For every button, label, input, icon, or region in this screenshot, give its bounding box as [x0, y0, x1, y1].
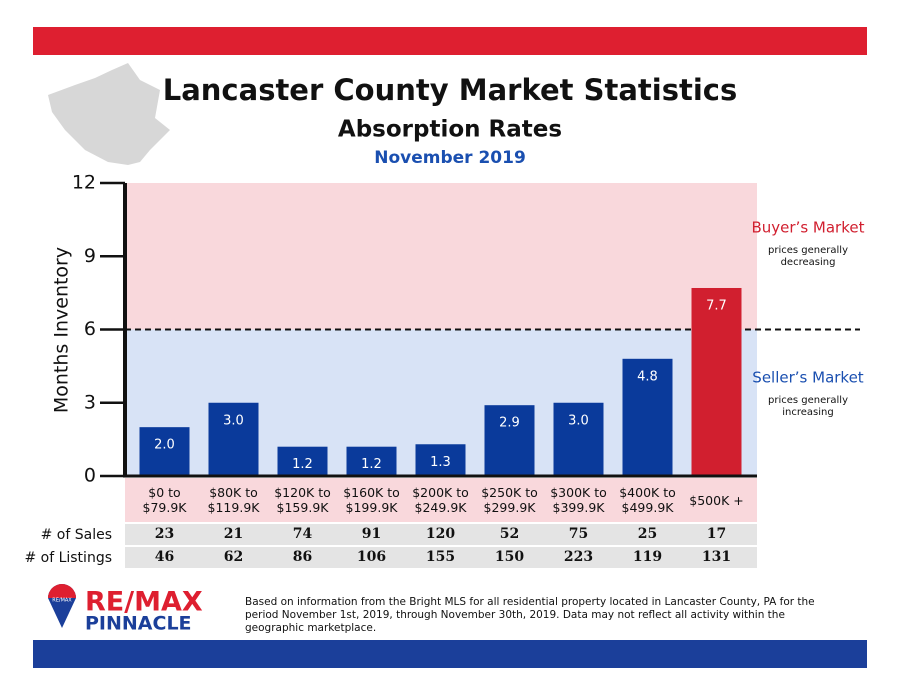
- logo-badge: RE/MAX: [52, 598, 72, 604]
- table-cell: 223: [563, 549, 594, 565]
- y-tick-label: 12: [72, 172, 96, 194]
- row-bg: [125, 524, 757, 545]
- footnote: Based on information from the Bright MLS…: [245, 596, 815, 634]
- table-cell: 23: [154, 526, 175, 542]
- row-bg: [125, 547, 757, 568]
- bar: [622, 358, 673, 476]
- x-tick-label: $160K to $199.9K: [343, 485, 400, 515]
- data-label: 7.7: [706, 298, 727, 313]
- table-cell: 91: [361, 526, 382, 542]
- logo: RE/MAX RE/MAX PINNACLE: [48, 584, 203, 635]
- annotation-note: prices generally decreasing: [768, 245, 848, 268]
- data-label: 1.3: [430, 455, 451, 470]
- x-tick-label: $80K to $119.9K: [207, 485, 260, 515]
- data-label: 1.2: [292, 457, 313, 472]
- bar: [208, 402, 259, 476]
- table-cell: 52: [499, 526, 520, 542]
- table-cell: 75: [568, 526, 589, 542]
- table-cell: 25: [637, 526, 658, 542]
- x-tick-label: $250K to $299.9K: [481, 485, 538, 515]
- categories-row-bg: [125, 478, 757, 522]
- data-label: 2.9: [499, 416, 520, 431]
- bar: [346, 446, 397, 476]
- logo-balloon-top: [48, 584, 76, 598]
- data-label: 1.2: [361, 457, 382, 472]
- data-label: 4.8: [637, 369, 658, 384]
- table-cell: 17: [706, 526, 727, 542]
- annotation-title: Seller’s Market: [752, 369, 864, 387]
- table-cell: 155: [425, 549, 456, 565]
- top-band: [33, 27, 867, 55]
- annotation-title: Buyer’s Market: [752, 219, 865, 237]
- y-tick-label: 3: [84, 391, 96, 413]
- table-cell: 131: [701, 549, 732, 565]
- data-label: 3.0: [223, 413, 244, 428]
- data-label: 3.0: [568, 413, 589, 428]
- table-cell: 21: [223, 526, 244, 542]
- x-tick-label: $500K +: [689, 492, 744, 508]
- bar: [415, 444, 466, 476]
- annotation-note: prices generally increasing: [768, 395, 848, 418]
- chart-date: November 2019: [374, 148, 526, 168]
- y-tick-label: 6: [84, 318, 96, 340]
- bar: [139, 427, 190, 476]
- y-tick-label: 9: [84, 245, 96, 267]
- table-cell: 62: [223, 549, 244, 565]
- logo-brand: RE/MAX: [85, 587, 203, 618]
- y-tick-label: 0: [84, 465, 96, 487]
- data-label: 2.0: [154, 438, 175, 453]
- bar: [691, 287, 742, 476]
- table-cell: 46: [154, 549, 175, 565]
- bar: [277, 446, 328, 476]
- x-tick-label: $300K to $399.9K: [550, 485, 607, 515]
- logo-office: PINNACLE: [85, 613, 192, 635]
- row-label: # of Sales: [40, 527, 112, 543]
- chart-subtitle: Absorption Rates: [338, 117, 562, 143]
- x-tick-label: $0 to $79.9K: [142, 485, 187, 515]
- bar: [484, 405, 535, 476]
- x-tick-label: $120K to $159.9K: [274, 485, 331, 515]
- x-tick-label: $200K to $249.9K: [412, 485, 469, 515]
- table-cell: 106: [356, 549, 387, 565]
- table-cell: 119: [632, 549, 663, 565]
- bar: [553, 402, 604, 476]
- table-cell: 86: [292, 549, 313, 565]
- table-cell: 74: [292, 526, 313, 542]
- buyer-zone: [125, 183, 757, 330]
- table-cell: 120: [425, 526, 456, 542]
- y-axis-label: Months Inventory: [51, 247, 73, 413]
- table-cell: 150: [494, 549, 525, 565]
- chart-title: Lancaster County Market Statistics: [163, 73, 738, 107]
- row-label: # of Listings: [24, 550, 112, 566]
- bottom-band: [33, 640, 867, 668]
- x-tick-label: $400K to $499.9K: [619, 485, 676, 515]
- county-map: [48, 63, 170, 165]
